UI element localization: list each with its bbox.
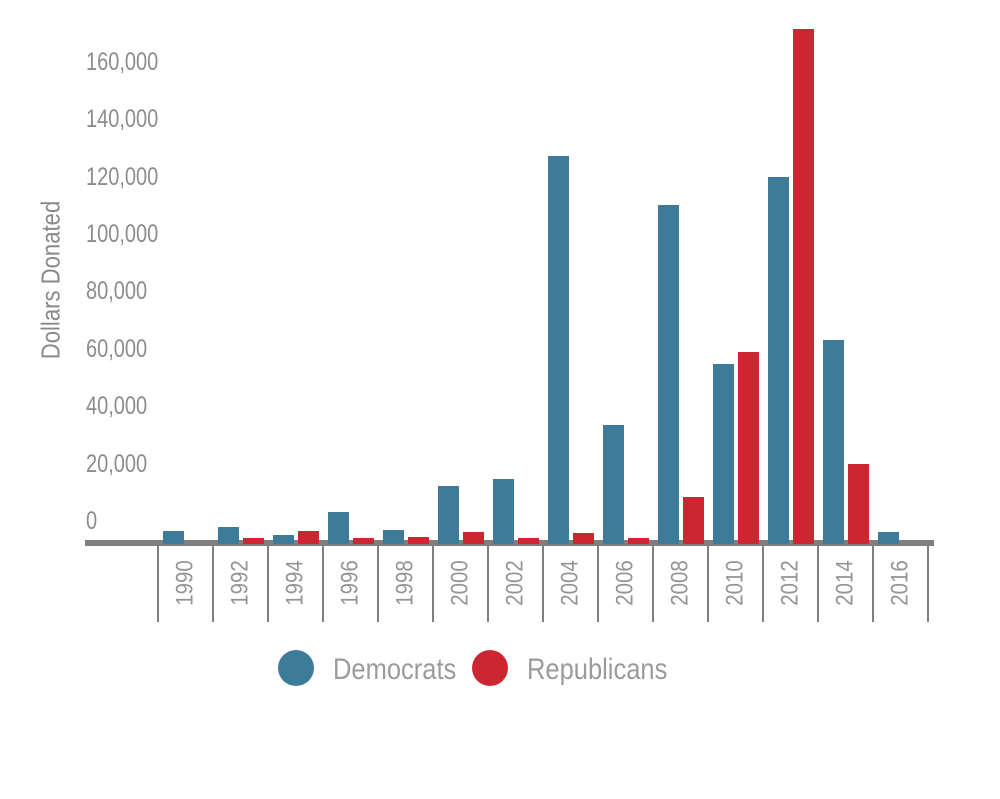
legend-label-republicans: Republicans: [527, 653, 668, 686]
x-tick-label-text: 2010: [721, 560, 749, 606]
x-tick-label-text: 1998: [391, 560, 419, 606]
bar-republicans-2000: [463, 532, 484, 544]
x-tick-label-text: 2004: [556, 560, 584, 606]
bar-republicans-2008: [683, 496, 704, 544]
x-tick-label-text: 2016: [886, 560, 914, 606]
bar-democrats-2000: [438, 486, 459, 544]
bar-democrats-2002: [493, 479, 514, 544]
y-tick-label: 140,000: [86, 105, 159, 134]
bar-democrats-1992: [218, 526, 239, 544]
bar-republicans-1998: [408, 536, 429, 544]
bar-democrats-2016: [878, 532, 899, 544]
x-tick-label-text: 2006: [611, 560, 639, 606]
bar-democrats-2010: [713, 364, 734, 544]
x-tick-label-text: 1996: [336, 560, 364, 606]
x-tick-label-1994: 1994: [268, 550, 323, 616]
bar-republicans-1994: [298, 530, 319, 544]
x-tick-label-2008: 2008: [653, 550, 708, 616]
bar-democrats-1994: [273, 535, 294, 544]
x-tick-line: [597, 544, 599, 622]
x-tick-label-2010: 2010: [708, 550, 763, 616]
x-tick-label-text: 2000: [446, 560, 474, 606]
x-tick-label-2002: 2002: [488, 550, 543, 616]
legend-dot-republicans: [472, 650, 508, 686]
bar-democrats-2014: [823, 340, 844, 544]
x-tick-label-text: 2002: [501, 560, 529, 606]
legend-dot-democrats: [278, 650, 314, 686]
x-tick-label-2000: 2000: [433, 550, 488, 616]
legend: Democrats Republicans: [0, 645, 1000, 695]
bar-democrats-2006: [603, 424, 624, 544]
x-tick-label-1992: 1992: [213, 550, 268, 616]
x-tick-line: [762, 544, 764, 622]
bar-democrats-1990: [163, 531, 184, 544]
y-tick-label: 120,000: [86, 162, 159, 191]
bar-democrats-1998: [383, 529, 404, 544]
x-tick-line: [267, 544, 269, 622]
x-tick-label-text: 2014: [831, 560, 859, 606]
bar-republicans-2002: [518, 537, 539, 544]
bar-republicans-2004: [573, 533, 594, 544]
x-tick-label-2016: 2016: [873, 550, 928, 616]
x-tick-line: [872, 544, 874, 622]
x-tick-label-2006: 2006: [598, 550, 653, 616]
x-tick-line: [157, 544, 159, 622]
x-tick-line: [212, 544, 214, 622]
legend-label-democrats: Democrats: [333, 653, 457, 686]
x-tick-label-1996: 1996: [323, 550, 378, 616]
x-tick-line: [487, 544, 489, 622]
y-axis-title: Dollars Donated: [35, 200, 66, 360]
x-tick-label-text: 1992: [226, 560, 254, 606]
x-tick-line: [652, 544, 654, 622]
y-tick-label: 40,000: [86, 392, 148, 421]
bar-republicans-2012: [793, 28, 814, 544]
y-tick-label: 80,000: [86, 277, 148, 306]
bar-democrats-2008: [658, 205, 679, 544]
bar-democrats-1996: [328, 512, 349, 544]
x-tick-label-1990: 1990: [158, 550, 213, 616]
x-tick-line: [817, 544, 819, 622]
x-tick-label-text: 1994: [281, 560, 309, 606]
x-tick-line: [377, 544, 379, 622]
x-tick-line: [322, 544, 324, 622]
bar-democrats-2012: [768, 176, 789, 544]
x-tick-label-2012: 2012: [763, 550, 818, 616]
x-tick-label-2004: 2004: [543, 550, 598, 616]
x-tick-line: [707, 544, 709, 622]
x-tick-line: [927, 544, 929, 622]
y-tick-label: 20,000: [86, 449, 148, 478]
bar-democrats-2004: [548, 156, 569, 544]
x-tick-label-text: 1990: [171, 560, 199, 606]
bar-republicans-2010: [738, 351, 759, 544]
bar-republicans-2006: [628, 537, 649, 544]
y-tick-label: 60,000: [86, 334, 148, 363]
bar-republicans-1996: [353, 538, 374, 544]
x-tick-label-2014: 2014: [818, 550, 873, 616]
x-tick-line: [542, 544, 544, 622]
x-tick-label-text: 2008: [666, 560, 694, 606]
y-tick-label: 0: [86, 507, 98, 535]
y-tick-label: 100,000: [86, 220, 159, 248]
y-tick-label: 160,000: [86, 47, 159, 76]
bar-republicans-1992: [243, 538, 264, 544]
x-tick-line: [432, 544, 434, 622]
x-tick-label-1998: 1998: [378, 550, 433, 616]
bar-republicans-2014: [848, 463, 869, 544]
x-tick-label-text: 2012: [776, 560, 804, 606]
